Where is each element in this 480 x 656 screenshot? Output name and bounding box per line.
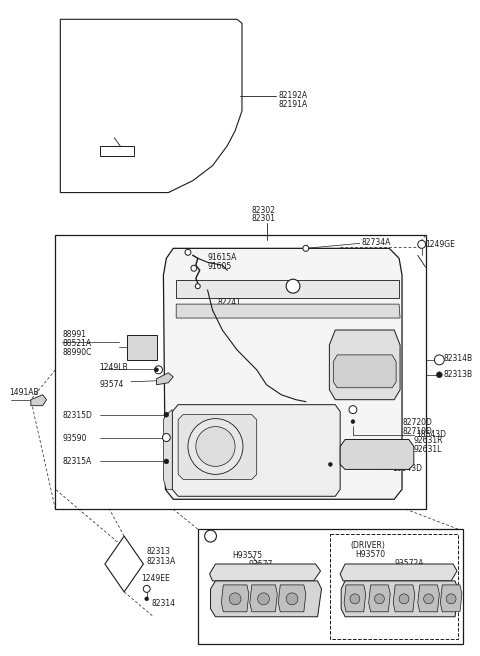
Text: 82192A: 82192A — [278, 91, 307, 100]
Text: 82710D: 82710D — [402, 426, 432, 436]
Polygon shape — [341, 581, 458, 617]
Polygon shape — [163, 249, 402, 499]
Circle shape — [144, 585, 150, 592]
Text: 93576B: 93576B — [213, 573, 242, 582]
Polygon shape — [344, 585, 366, 612]
Polygon shape — [55, 236, 426, 509]
Text: 82191A: 82191A — [278, 100, 307, 109]
Polygon shape — [369, 585, 390, 612]
Polygon shape — [393, 585, 415, 612]
Polygon shape — [340, 564, 457, 581]
Text: 18643D: 18643D — [392, 464, 422, 474]
Circle shape — [374, 594, 384, 604]
Text: (DRIVER): (DRIVER) — [350, 541, 385, 550]
Text: 88991: 88991 — [62, 330, 86, 339]
Text: 18643D: 18643D — [416, 430, 446, 439]
Circle shape — [399, 594, 409, 604]
Circle shape — [424, 594, 433, 604]
Polygon shape — [163, 409, 172, 489]
Polygon shape — [31, 395, 47, 405]
Text: 93574: 93574 — [99, 380, 124, 389]
Text: 82315D: 82315D — [62, 411, 92, 420]
Text: 82313: 82313 — [147, 547, 171, 556]
Circle shape — [349, 405, 357, 414]
Polygon shape — [221, 585, 249, 612]
Circle shape — [204, 530, 216, 542]
Text: 82302: 82302 — [252, 205, 276, 215]
Text: 82734A: 82734A — [362, 238, 391, 247]
Circle shape — [418, 240, 426, 249]
Polygon shape — [105, 536, 144, 592]
Polygon shape — [99, 146, 134, 155]
Circle shape — [195, 283, 200, 289]
Text: 82241: 82241 — [217, 298, 241, 307]
Circle shape — [164, 459, 169, 464]
Polygon shape — [278, 585, 306, 612]
Polygon shape — [127, 335, 156, 360]
Polygon shape — [176, 280, 399, 298]
Text: 1491AB: 1491AB — [9, 388, 39, 397]
Circle shape — [191, 265, 197, 271]
Circle shape — [303, 245, 309, 251]
Polygon shape — [176, 304, 400, 318]
Text: 82313B: 82313B — [443, 370, 472, 379]
Circle shape — [155, 366, 162, 374]
Circle shape — [229, 593, 241, 605]
Polygon shape — [211, 581, 322, 617]
Text: 92631R: 92631R — [414, 436, 444, 445]
Circle shape — [155, 368, 158, 372]
Circle shape — [351, 420, 355, 424]
Polygon shape — [333, 355, 396, 388]
Circle shape — [162, 434, 170, 441]
Polygon shape — [330, 534, 458, 639]
Text: a: a — [291, 283, 295, 289]
Circle shape — [434, 355, 444, 365]
Text: 82314B: 82314B — [443, 354, 472, 363]
Circle shape — [436, 372, 442, 378]
Text: 82301: 82301 — [252, 215, 276, 224]
Text: 93590: 93590 — [62, 434, 87, 443]
Circle shape — [328, 462, 332, 466]
Circle shape — [164, 412, 169, 417]
Text: 82231: 82231 — [217, 307, 241, 316]
Circle shape — [350, 594, 360, 604]
Text: 82315A: 82315A — [62, 457, 92, 466]
Circle shape — [286, 279, 300, 293]
Text: H93575: H93575 — [232, 551, 262, 560]
Text: 93577: 93577 — [249, 560, 273, 569]
Text: 1249LB: 1249LB — [99, 363, 128, 372]
Polygon shape — [60, 19, 242, 193]
Polygon shape — [172, 405, 340, 497]
Text: 92631L: 92631L — [414, 445, 442, 453]
Circle shape — [185, 249, 191, 255]
Text: 88990C: 88990C — [62, 348, 92, 357]
Polygon shape — [440, 585, 462, 612]
Text: 93571A: 93571A — [345, 569, 374, 578]
Polygon shape — [329, 330, 400, 400]
Polygon shape — [178, 415, 257, 480]
Polygon shape — [198, 529, 463, 644]
Circle shape — [145, 597, 149, 601]
Text: a: a — [208, 533, 213, 539]
Polygon shape — [250, 585, 277, 612]
Polygon shape — [418, 585, 439, 612]
Text: 82720D: 82720D — [402, 418, 432, 426]
Polygon shape — [340, 440, 414, 470]
Polygon shape — [210, 564, 321, 581]
Text: 82313A: 82313A — [147, 557, 176, 566]
Circle shape — [188, 419, 243, 474]
Polygon shape — [156, 373, 173, 385]
Text: 1249EE: 1249EE — [141, 574, 169, 583]
Text: 91615A: 91615A — [208, 253, 237, 262]
Circle shape — [446, 594, 456, 604]
Text: 1249GE: 1249GE — [426, 240, 456, 249]
Text: H93570: H93570 — [355, 550, 385, 559]
Circle shape — [258, 593, 269, 605]
Circle shape — [286, 593, 298, 605]
Text: 88521A: 88521A — [62, 339, 91, 348]
Text: 93572A: 93572A — [394, 559, 424, 568]
Text: 82314: 82314 — [152, 599, 176, 608]
Text: 91605: 91605 — [208, 262, 232, 272]
Circle shape — [196, 426, 235, 466]
